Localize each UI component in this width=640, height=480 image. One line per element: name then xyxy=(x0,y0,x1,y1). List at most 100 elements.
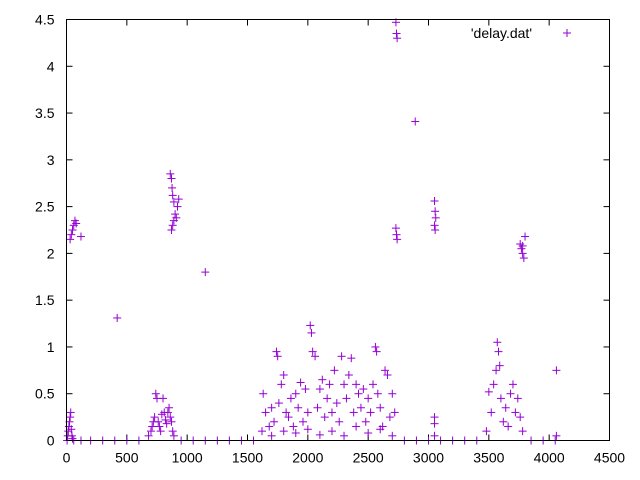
data-point xyxy=(169,216,178,225)
x-tick-label: 4000 xyxy=(534,450,565,466)
x-tick-label: 0 xyxy=(63,450,71,466)
data-point xyxy=(286,394,295,403)
data-point xyxy=(161,415,170,424)
data-point xyxy=(325,380,334,389)
data-point xyxy=(279,371,288,380)
data-point xyxy=(513,394,522,403)
data-point xyxy=(159,394,168,403)
data-point xyxy=(66,408,75,417)
data-point xyxy=(267,431,276,440)
data-point xyxy=(315,385,324,394)
data-point xyxy=(113,313,122,322)
data-point xyxy=(376,403,385,412)
data-point xyxy=(430,419,439,428)
data-point xyxy=(372,347,381,356)
data-point xyxy=(167,226,176,234)
data-point xyxy=(344,371,353,380)
data-point xyxy=(270,417,279,426)
y-tick-label: 0.5 xyxy=(35,386,55,402)
data-point xyxy=(340,431,349,440)
data-point xyxy=(148,422,157,431)
data-point xyxy=(383,371,392,380)
data-point xyxy=(385,413,394,422)
data-point xyxy=(167,174,176,183)
data-point xyxy=(430,431,439,440)
data-point xyxy=(494,347,503,356)
x-ticks: 0 500 1000 1500 2000 2500 3000 3500 4000 4500 xyxy=(63,19,625,466)
data-point xyxy=(171,210,180,219)
data-point xyxy=(354,389,363,398)
data-point xyxy=(68,434,77,443)
data-point xyxy=(279,427,288,436)
data-point xyxy=(489,380,498,389)
data-point xyxy=(318,375,327,384)
data-point xyxy=(496,394,505,403)
data-point xyxy=(306,321,315,330)
data-point xyxy=(364,394,373,403)
data-point xyxy=(274,399,283,408)
data-point xyxy=(352,422,361,431)
data-point xyxy=(508,380,517,389)
data-point xyxy=(313,403,322,412)
data-point xyxy=(151,389,160,398)
data-point xyxy=(327,408,336,417)
y-tick-label: 2 xyxy=(47,245,55,261)
data-point xyxy=(376,425,385,434)
data-point xyxy=(499,417,508,426)
data-point xyxy=(307,328,316,337)
x-tick-label: 1000 xyxy=(172,450,203,466)
data-point xyxy=(265,422,274,431)
data-point xyxy=(323,394,332,403)
data-point xyxy=(393,34,402,43)
data-point xyxy=(327,427,336,436)
data-point xyxy=(393,235,402,244)
data-point xyxy=(308,347,317,356)
data-point xyxy=(166,169,175,178)
data-point xyxy=(342,394,351,403)
data-point xyxy=(366,408,375,417)
data-point xyxy=(501,403,510,412)
data-point xyxy=(66,413,75,422)
data-point xyxy=(163,408,172,417)
data-point xyxy=(155,422,164,431)
data-point xyxy=(518,249,527,258)
data-point xyxy=(301,385,310,394)
data-point xyxy=(311,352,320,361)
data-point xyxy=(391,224,400,233)
data-point xyxy=(296,378,305,387)
data-point xyxy=(174,195,183,204)
data-point xyxy=(349,408,358,417)
y-tick-label: 1.5 xyxy=(35,292,55,308)
data-point xyxy=(72,219,81,228)
data-point xyxy=(261,408,270,417)
data-point xyxy=(388,389,397,398)
legend-label: 'delay.dat' xyxy=(471,25,532,41)
data-point xyxy=(361,417,370,426)
data-point xyxy=(165,403,174,412)
data-point xyxy=(388,431,397,440)
y-tick-label: 2.5 xyxy=(35,199,55,215)
data-point xyxy=(381,366,390,375)
data-point xyxy=(431,226,440,234)
data-point xyxy=(67,425,76,434)
data-point xyxy=(484,387,493,396)
data-point xyxy=(340,380,349,389)
data-point xyxy=(169,431,178,440)
plot-frame xyxy=(66,19,610,441)
data-point xyxy=(430,196,439,205)
data-point xyxy=(284,413,293,422)
data-point xyxy=(167,417,176,426)
data-point xyxy=(335,417,344,426)
data-point xyxy=(521,232,530,241)
y-tick-label: 1 xyxy=(47,339,55,355)
series-delay-dat xyxy=(63,18,561,445)
y-tick-label: 4.5 xyxy=(35,12,55,28)
data-point xyxy=(330,366,339,375)
data-point xyxy=(506,389,515,398)
data-point xyxy=(162,419,171,428)
x-tick-label: 1500 xyxy=(232,450,263,466)
y-tick-label: 4 xyxy=(47,58,55,74)
data-point xyxy=(291,389,300,398)
x-tick-label: 4500 xyxy=(594,450,625,466)
